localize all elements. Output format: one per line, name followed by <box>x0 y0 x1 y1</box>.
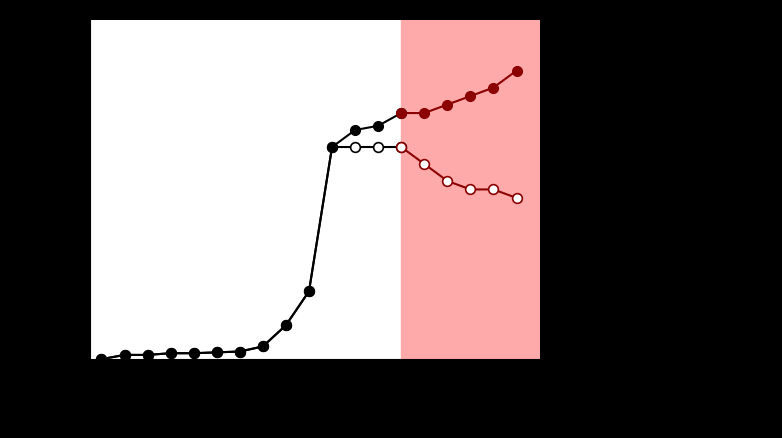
Y-axis label: P. parva populations: P. parva populations <box>44 112 59 267</box>
Bar <box>401 20 540 359</box>
X-axis label: Year: Year <box>299 406 331 421</box>
